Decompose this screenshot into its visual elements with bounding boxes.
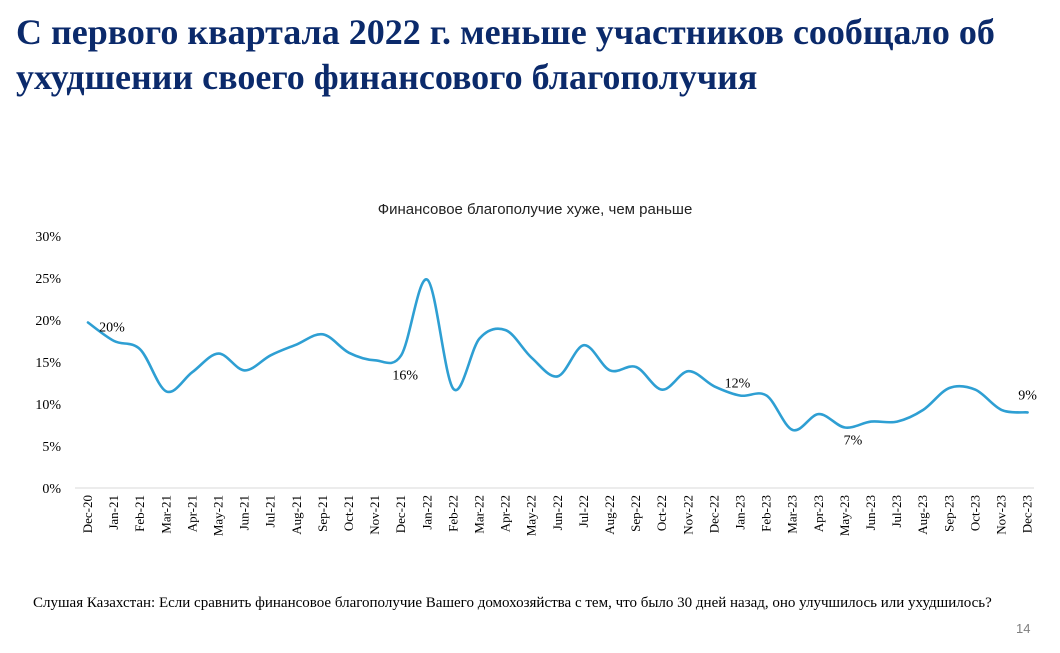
y-tick-label: 25%	[35, 272, 61, 287]
x-tick-label: May-21	[211, 495, 226, 536]
y-axis-ticks: 0% 5% 10% 15% 20% 25% 30%	[35, 230, 61, 497]
x-tick-label: Jun-23	[863, 495, 878, 530]
x-tick-label: Jan-22	[419, 495, 434, 530]
y-tick-label: 0%	[42, 482, 61, 497]
data-labels: 20% 16% 12% 7% 9%	[99, 321, 1037, 449]
page-number: 14	[1016, 621, 1031, 636]
series-line	[86, 278, 1029, 432]
x-tick-label: Mar-22	[472, 495, 487, 534]
x-tick-label: Dec-22	[706, 495, 721, 533]
data-label: 7%	[844, 434, 863, 449]
x-tick-label: Jan-21	[106, 495, 121, 530]
x-tick-label: Aug-22	[602, 495, 617, 535]
x-tick-label: Sep-23	[941, 495, 956, 532]
x-tick-label: Apr-21	[184, 495, 199, 532]
x-tick-label: Dec-20	[80, 495, 95, 533]
line-chart: Финансовое благополучие хуже, чем раньше…	[35, 201, 1037, 536]
x-tick-label: Nov-21	[367, 495, 382, 535]
x-tick-label: Nov-23	[994, 495, 1009, 535]
x-tick-label: Feb-22	[445, 495, 460, 532]
x-tick-label: May-22	[524, 495, 539, 536]
x-tick-label: Nov-22	[680, 495, 695, 535]
x-tick-label: Sep-22	[628, 495, 643, 532]
x-tick-label: Oct-22	[654, 495, 669, 531]
y-tick-label: 10%	[35, 398, 61, 413]
y-tick-label: 20%	[35, 314, 61, 329]
data-label: 16%	[392, 368, 418, 383]
x-tick-label: Mar-23	[785, 495, 800, 534]
y-tick-label: 5%	[42, 440, 61, 455]
x-tick-label: Dec-23	[1020, 495, 1035, 533]
x-tick-label: Aug-21	[289, 495, 304, 535]
x-tick-label: Dec-21	[393, 495, 408, 533]
x-tick-label: Jan-23	[733, 495, 748, 530]
data-label: 20%	[99, 321, 125, 336]
x-tick-label: Apr-22	[498, 495, 513, 532]
x-tick-label: Jul-22	[576, 495, 591, 528]
x-tick-label: Jun-21	[237, 495, 252, 530]
data-label: 9%	[1018, 388, 1037, 403]
footnote: Слушая Казахстан: Если сравнить финансов…	[33, 595, 992, 611]
slide-title: С первого квартала 2022 г. меньше участн…	[16, 12, 995, 97]
x-tick-label: Jul-23	[889, 495, 904, 528]
x-tick-label: Apr-23	[811, 495, 826, 532]
y-tick-label: 15%	[35, 356, 61, 371]
x-tick-label: Feb-23	[759, 495, 774, 532]
x-tick-label: May-23	[837, 495, 852, 536]
x-axis-ticks: Dec-20 Jan-21 Feb-21 Mar-21 Apr-21 May-21 Jun-…	[80, 495, 1035, 536]
x-tick-label: Oct-23	[967, 495, 982, 531]
y-tick-label: 30%	[35, 230, 61, 245]
x-tick-label: Oct-21	[341, 495, 356, 531]
x-tick-label: Mar-21	[158, 495, 173, 534]
x-tick-label: Aug-23	[915, 495, 930, 535]
x-tick-label: Feb-21	[132, 495, 147, 532]
x-tick-label: Jul-21	[263, 495, 278, 528]
data-label: 12%	[725, 377, 751, 392]
x-tick-label: Jun-22	[550, 495, 565, 530]
x-tick-label: Sep-21	[315, 495, 330, 532]
chart-title: Финансовое благополучие хуже, чем раньше	[378, 201, 693, 218]
